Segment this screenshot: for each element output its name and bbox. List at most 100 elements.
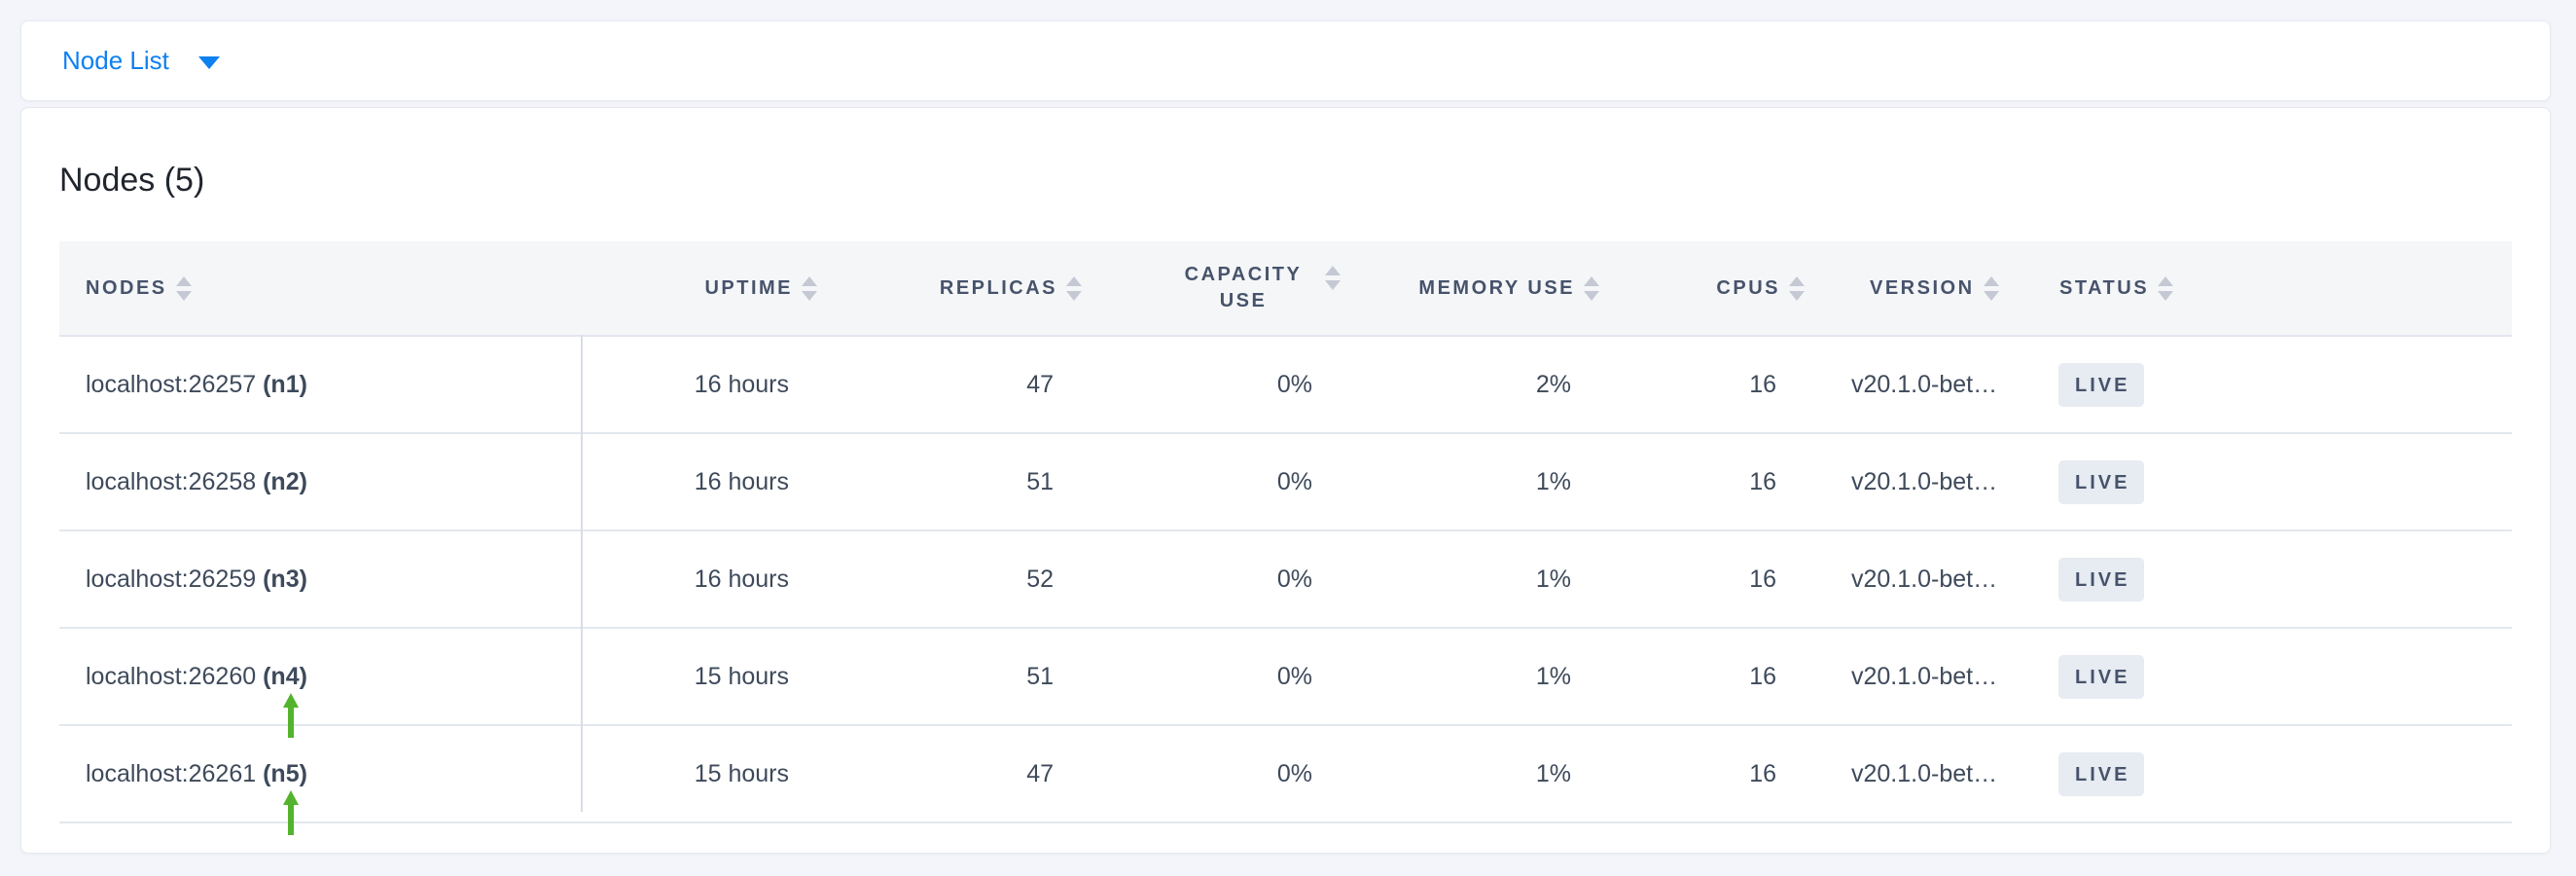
- column-label: VERSION: [1870, 276, 1975, 299]
- cell-nodes: localhost:26260 (n4): [59, 628, 581, 738]
- node-list-dropdown-label: Node List: [62, 46, 169, 75]
- cell-replicas: 47: [856, 336, 1121, 434]
- table-row[interactable]: localhost:26257 (n1) 16 hours 47 0% 2% 16 v20.…: [59, 336, 2512, 434]
- column-label: STATUS: [2059, 276, 2150, 299]
- cell-uptime: 16 hours: [581, 530, 856, 629]
- sort-icon: [1066, 275, 1082, 301]
- table-row[interactable]: localhost:26259 (n3) 16 hours 52 0% 1% 16 v20.…: [59, 530, 2512, 629]
- cell-cpus: 16: [1638, 433, 1843, 531]
- cell-memory-use: 1%: [1379, 433, 1638, 531]
- table-row[interactable]: localhost:26261 (n5) 15 hours 47 0% 1% 16 v20.…: [59, 725, 2512, 835]
- node-list-dropdown[interactable]: Node List: [62, 46, 220, 76]
- sort-icon: [1584, 275, 1599, 301]
- cell-uptime: 16 hours: [581, 433, 856, 531]
- sort-icon: [1325, 266, 1341, 290]
- status-badge: LIVE: [2058, 459, 2145, 504]
- cell-capacity-use: 0%: [1121, 336, 1379, 434]
- cell-version: v20.1.0-bet…: [1843, 725, 2033, 823]
- cell-status: LIVE: [2033, 336, 2512, 434]
- node-id: (n2): [263, 467, 307, 495]
- cell-memory-use: 1%: [1379, 530, 1638, 629]
- status-badge: LIVE: [2058, 362, 2145, 407]
- cell-memory-use: 2%: [1379, 336, 1638, 434]
- table-row[interactable]: localhost:26260 (n4) 15 hours 51 0% 1% 16 v20.…: [59, 628, 2512, 738]
- sort-icon: [2158, 275, 2174, 301]
- cell-status: LIVE: [2033, 530, 2512, 629]
- cell-memory-use: 1%: [1379, 725, 1638, 823]
- node-address: localhost:26258: [86, 467, 257, 495]
- column-header-uptime[interactable]: UPTIME: [581, 241, 856, 337]
- cell-cpus: 16: [1638, 336, 1843, 434]
- node-address: localhost:26260: [86, 662, 257, 690]
- column-header-memory-use[interactable]: MEMORY USE: [1379, 241, 1638, 337]
- column-header-version[interactable]: VERSION: [1843, 241, 2033, 337]
- column-header-capacity-use[interactable]: CAPACITY USE: [1121, 241, 1379, 337]
- column-header-cpus[interactable]: CPUS: [1638, 241, 1843, 337]
- node-address: localhost:26259: [86, 565, 257, 593]
- column-label: UPTIME: [704, 276, 793, 299]
- column-label: NODES: [86, 276, 167, 299]
- cell-cpus: 16: [1638, 628, 1843, 726]
- cell-status: LIVE: [2033, 433, 2512, 531]
- cell-capacity-use: 0%: [1121, 725, 1379, 823]
- node-id: (n1): [263, 370, 307, 398]
- sort-icon: [802, 275, 817, 301]
- annotation-arrow-up-icon: [283, 789, 299, 835]
- cell-uptime: 15 hours: [581, 628, 856, 726]
- cell-replicas: 51: [856, 628, 1121, 726]
- cell-memory-use: 1%: [1379, 628, 1638, 726]
- column-label: CPUS: [1716, 276, 1780, 299]
- cell-uptime: 15 hours: [581, 725, 856, 823]
- node-id: (n4): [263, 662, 307, 690]
- cell-version: v20.1.0-bet…: [1843, 530, 2033, 629]
- cell-nodes: localhost:26258 (n2): [59, 433, 581, 531]
- column-header-replicas[interactable]: REPLICAS: [856, 241, 1121, 337]
- node-address: localhost:26257: [86, 370, 257, 398]
- node-link[interactable]: localhost:26258 (n2): [86, 468, 307, 495]
- node-link[interactable]: localhost:26261 (n5): [86, 759, 307, 835]
- node-id: (n5): [263, 759, 307, 787]
- node-link[interactable]: localhost:26257 (n1): [86, 371, 307, 398]
- status-badge: LIVE: [2058, 557, 2145, 602]
- node-id: (n3): [263, 565, 307, 593]
- nodes-table: NODES UPTIME REPLICAS CAPACITY USE MEMORY US…: [59, 241, 2512, 835]
- panel-title: Nodes (5): [59, 162, 205, 199]
- cell-uptime: 16 hours: [581, 336, 856, 434]
- cell-cpus: 16: [1638, 530, 1843, 629]
- cell-replicas: 51: [856, 433, 1121, 531]
- nodes-panel: Nodes (5) NODES UPTIME REPLICAS CAPACITY US…: [20, 107, 2551, 854]
- column-label: REPLICAS: [939, 276, 1057, 299]
- cell-version: v20.1.0-bet…: [1843, 433, 2033, 531]
- cell-version: v20.1.0-bet…: [1843, 628, 2033, 726]
- status-badge: LIVE: [2058, 654, 2145, 699]
- status-badge: LIVE: [2058, 751, 2145, 796]
- cell-status: LIVE: [2033, 628, 2512, 726]
- node-address: localhost:26261: [86, 759, 257, 787]
- cell-status: LIVE: [2033, 725, 2512, 823]
- chevron-down-icon: [197, 55, 220, 69]
- table-header-row: NODES UPTIME REPLICAS CAPACITY USE MEMORY US…: [59, 241, 2512, 337]
- cell-capacity-use: 0%: [1121, 433, 1379, 531]
- cell-replicas: 52: [856, 530, 1121, 629]
- cell-capacity-use: 0%: [1121, 628, 1379, 726]
- view-selector-bar: Node List: [20, 20, 2551, 101]
- node-link[interactable]: localhost:26259 (n3): [86, 566, 307, 593]
- column-header-status[interactable]: STATUS: [2033, 241, 2512, 337]
- sort-icon: [1983, 275, 1999, 301]
- cell-nodes: localhost:26259 (n3): [59, 530, 581, 629]
- sort-icon: [1789, 275, 1805, 301]
- cell-cpus: 16: [1638, 725, 1843, 823]
- cell-capacity-use: 0%: [1121, 530, 1379, 629]
- sort-icon: [175, 275, 192, 301]
- table-row[interactable]: localhost:26258 (n2) 16 hours 51 0% 1% 16 v20.…: [59, 433, 2512, 531]
- node-link[interactable]: localhost:26260 (n4): [86, 662, 307, 738]
- annotation-arrow-up-icon: [283, 692, 299, 738]
- cell-version: v20.1.0-bet…: [1843, 336, 2033, 434]
- column-separator: [581, 335, 583, 812]
- column-label: MEMORY USE: [1418, 276, 1575, 299]
- column-header-nodes[interactable]: NODES: [59, 241, 581, 337]
- cell-nodes: localhost:26261 (n5): [59, 725, 581, 835]
- cell-replicas: 47: [856, 725, 1121, 823]
- cell-nodes: localhost:26257 (n1): [59, 336, 581, 434]
